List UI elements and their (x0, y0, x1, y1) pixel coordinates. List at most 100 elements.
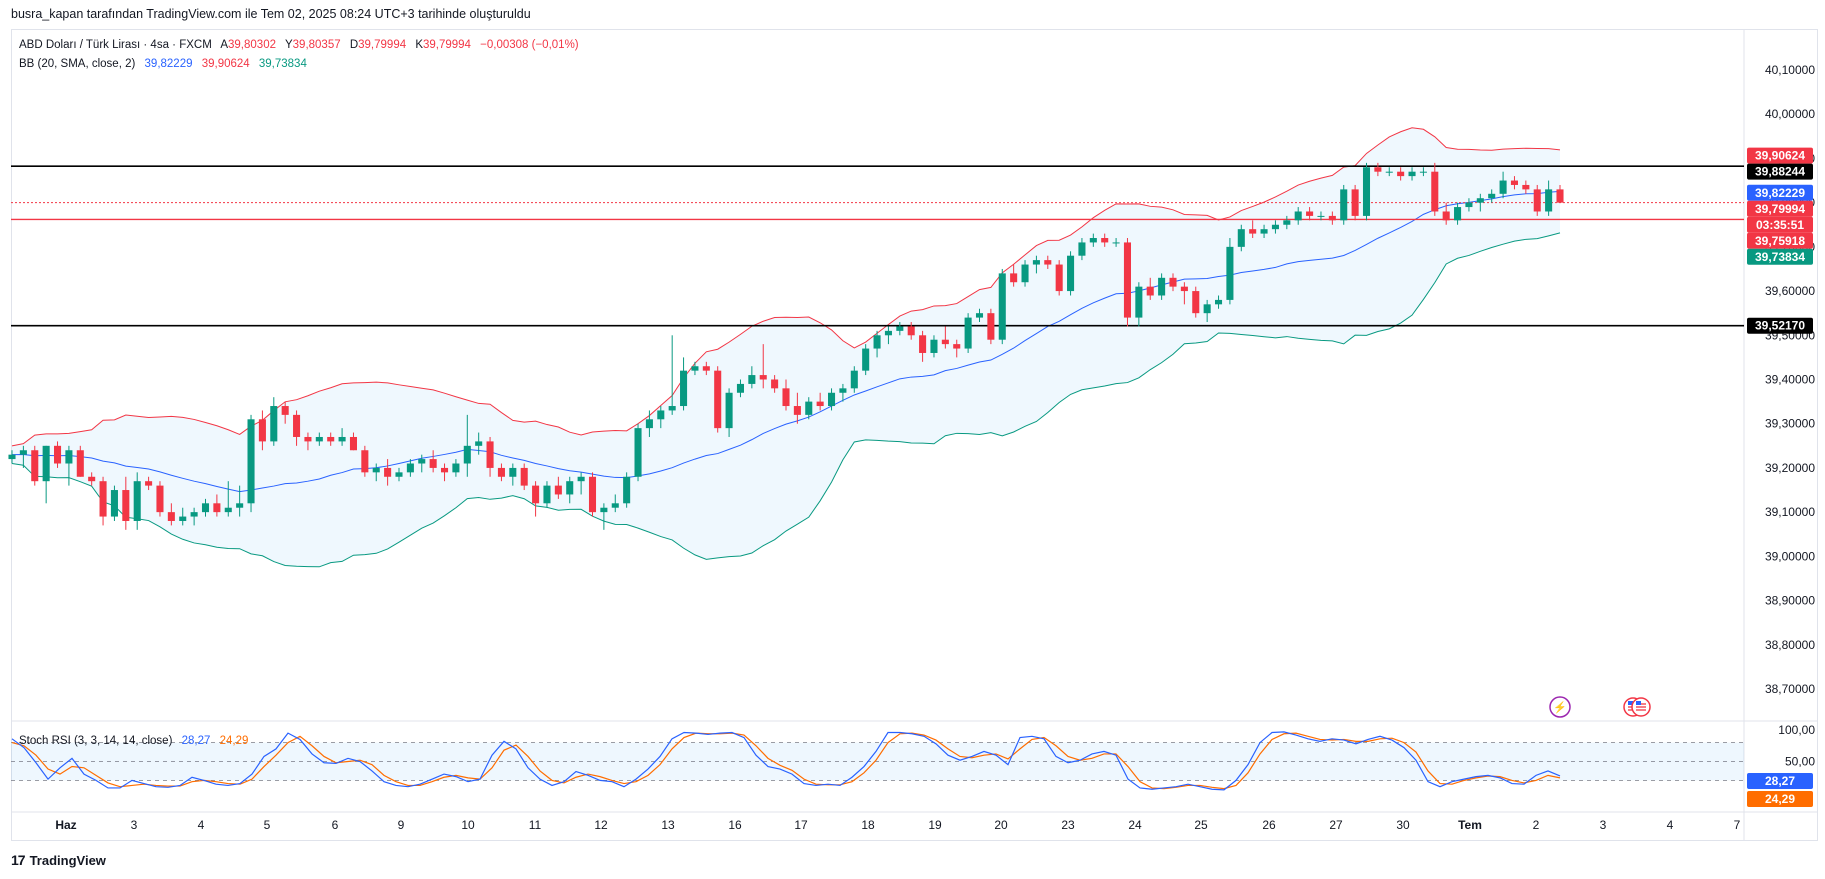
candle[interactable] (520, 463, 528, 491)
candle[interactable] (554, 476, 562, 499)
candle[interactable] (19, 445, 27, 468)
candle[interactable] (76, 445, 84, 477)
candle[interactable] (1408, 167, 1416, 181)
candle[interactable] (577, 472, 585, 495)
candle[interactable] (1419, 167, 1427, 177)
candle[interactable] (873, 330, 881, 358)
candle[interactable] (384, 459, 392, 486)
candle[interactable] (1260, 224, 1268, 239)
flash-event-icon[interactable]: ⚡ (1549, 696, 1571, 718)
candle[interactable] (1374, 162, 1382, 177)
candle[interactable] (1032, 255, 1040, 274)
candle[interactable] (1055, 260, 1063, 296)
candle[interactable] (793, 392, 801, 424)
candle[interactable] (1533, 184, 1541, 216)
candle[interactable] (1340, 184, 1348, 225)
candle[interactable] (634, 423, 642, 482)
candle[interactable] (1476, 193, 1484, 212)
candle[interactable] (1397, 167, 1405, 181)
candle[interactable] (884, 326, 892, 345)
candle[interactable] (1522, 180, 1530, 194)
candle[interactable] (247, 414, 255, 513)
candle[interactable] (281, 401, 289, 424)
tradingview-logo[interactable]: 17 TradingView (11, 852, 106, 868)
candle[interactable] (361, 445, 369, 477)
candle[interactable] (964, 313, 972, 353)
candle[interactable] (190, 507, 198, 526)
candle[interactable] (1545, 180, 1553, 216)
candle[interactable] (816, 392, 824, 411)
candle[interactable] (1385, 167, 1393, 177)
candle[interactable] (1010, 264, 1018, 287)
candle[interactable] (657, 406, 665, 429)
candle[interactable] (668, 335, 676, 415)
candle[interactable] (600, 503, 608, 530)
candle[interactable] (213, 494, 221, 517)
candle[interactable] (1431, 162, 1439, 216)
candle[interactable] (133, 472, 141, 530)
candle[interactable] (1442, 202, 1450, 225)
candle[interactable] (1510, 176, 1518, 190)
candle[interactable] (327, 432, 335, 446)
candle[interactable] (224, 481, 232, 517)
candle[interactable] (805, 397, 813, 420)
candle[interactable] (907, 322, 915, 340)
candle[interactable] (1237, 224, 1245, 252)
candle[interactable] (1203, 299, 1211, 323)
candle[interactable] (236, 485, 244, 517)
candle[interactable] (702, 361, 710, 376)
candle[interactable] (839, 383, 847, 402)
candle[interactable] (429, 450, 437, 473)
candle[interactable] (532, 481, 540, 517)
candle[interactable] (1454, 202, 1462, 225)
candle[interactable] (201, 498, 210, 517)
candle[interactable] (680, 357, 688, 411)
candle[interactable] (349, 432, 357, 451)
us-flag-event-icon[interactable] (1623, 697, 1651, 717)
candle[interactable] (645, 410, 653, 437)
candle[interactable] (1078, 238, 1086, 261)
candle[interactable] (418, 454, 426, 473)
candle[interactable] (566, 476, 574, 504)
candle[interactable] (691, 361, 699, 376)
candle[interactable] (270, 397, 278, 446)
candle[interactable] (975, 308, 984, 323)
candle[interactable] (1123, 238, 1131, 327)
bb-legend[interactable]: BB (20, SMA, close, 2) 39,82229 39,90624… (19, 58, 313, 70)
symbol-legend[interactable]: ABD Doları / Türk Lirası · 4sa · FXCM A3… (19, 39, 585, 51)
candle[interactable] (1215, 295, 1223, 309)
candle[interactable] (1306, 207, 1314, 221)
candle[interactable] (88, 472, 96, 486)
candle[interactable] (452, 459, 460, 477)
candle[interactable] (1180, 282, 1188, 305)
candle[interactable] (1101, 233, 1109, 247)
candle[interactable] (293, 410, 301, 446)
candle[interactable] (31, 445, 39, 486)
candle[interactable] (486, 436, 494, 477)
candle[interactable] (1556, 184, 1564, 203)
candle[interactable] (543, 481, 551, 508)
candle[interactable] (998, 268, 1006, 345)
candle[interactable] (987, 308, 995, 345)
candle[interactable] (1089, 233, 1097, 247)
candle[interactable] (782, 379, 790, 411)
candle[interactable] (1283, 215, 1291, 230)
candle[interactable] (1158, 273, 1166, 300)
candle[interactable] (1135, 282, 1143, 327)
candle[interactable] (1465, 198, 1473, 212)
candle[interactable] (395, 467, 403, 482)
candle[interactable] (65, 445, 73, 486)
candle[interactable] (1362, 162, 1371, 221)
candle[interactable] (896, 322, 904, 336)
candle[interactable] (258, 410, 266, 451)
candle[interactable] (1169, 273, 1177, 292)
candle[interactable] (919, 330, 927, 362)
candle[interactable] (406, 459, 414, 477)
candle[interactable] (304, 432, 312, 451)
candle[interactable] (1226, 238, 1234, 305)
candle[interactable] (1146, 277, 1154, 300)
candle[interactable] (1192, 286, 1200, 318)
candle[interactable] (828, 388, 836, 411)
candle[interactable] (1021, 260, 1029, 287)
candle[interactable] (1067, 251, 1075, 296)
